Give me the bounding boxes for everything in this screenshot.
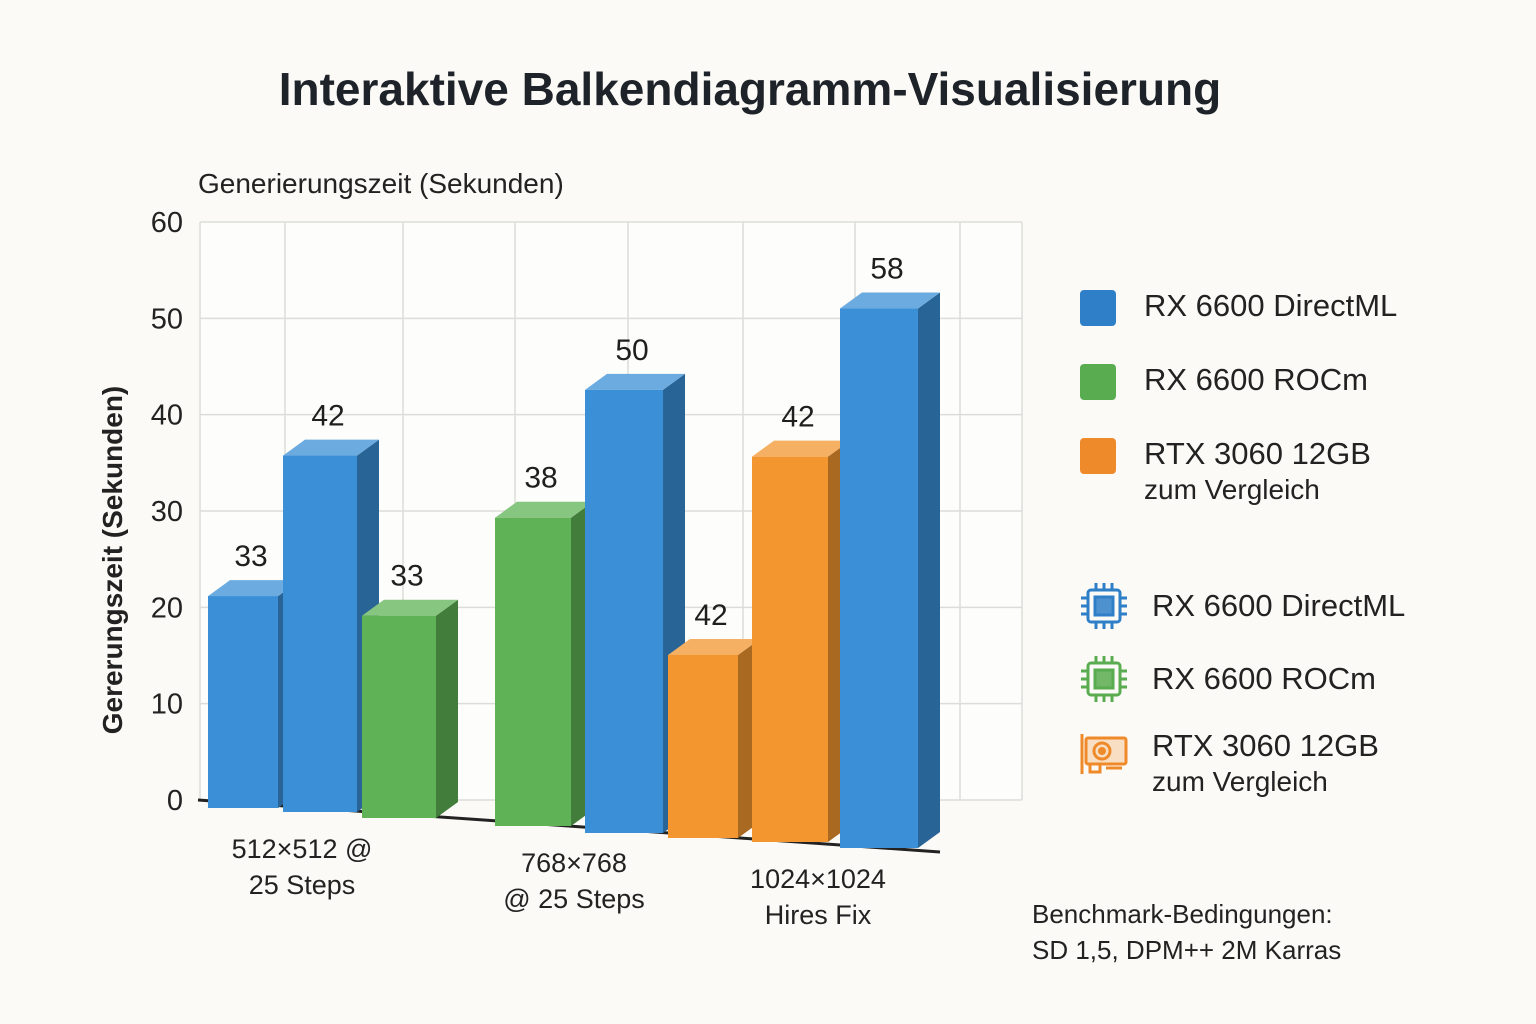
legend-label: RX 6600 ROCm (1144, 362, 1368, 397)
y-tick-label: 30 (151, 496, 183, 528)
bar (362, 599, 458, 818)
y-tick-label: 10 (151, 689, 183, 721)
x-category-label: 25 Steps (249, 870, 356, 900)
y-tick-label: 40 (151, 400, 183, 432)
bar-value-label: 33 (390, 560, 423, 593)
legend-label: RX 6600 DirectML (1144, 288, 1398, 323)
legend-item-directml: RX 6600 DirectML (1080, 288, 1397, 326)
bar-top-face (495, 501, 593, 518)
y-axis-title-top: Generierungszeit (Sekunden) (198, 168, 564, 199)
legend-item-rtx3060: RTX 3060 12GB zum Vergleich (1080, 436, 1371, 508)
bar-top-face (208, 580, 300, 597)
cpu-chip-icon (1081, 583, 1127, 629)
notes-line-1: Benchmark-Bedingungen: (1032, 899, 1333, 929)
bar (668, 638, 760, 838)
y-tick-label: 0 (167, 785, 183, 817)
bar (840, 292, 940, 848)
bar-front-face (495, 517, 571, 826)
icon-legend-item-directml: RX 6600 DirectML (1078, 580, 1405, 632)
bar-front-face (283, 455, 357, 812)
bar (495, 501, 593, 826)
y-tick-label: 20 (151, 592, 183, 624)
icon-legend-label-line2: zum Vergleich (1152, 766, 1328, 797)
bar-value-label: 42 (781, 401, 814, 434)
bar (752, 440, 850, 842)
x-category-label: 1024×1024 (750, 864, 886, 894)
graphics-card-icon (1080, 734, 1128, 774)
bar-side-face (918, 292, 940, 848)
notes-line-2: SD 1,5, DPM++ 2M Karras (1032, 935, 1342, 965)
x-category-label: 768×768 (521, 848, 627, 878)
bar-front-face (362, 615, 436, 818)
bar-top-face (362, 599, 458, 616)
bar-front-face (668, 654, 738, 838)
bar-value-label: 58 (870, 253, 903, 286)
x-category-label: Hires Fix (765, 900, 872, 930)
cpu-chip-icon (1081, 656, 1127, 702)
bar-front-face (208, 596, 278, 808)
icon-legend-item-rocm: RX 6600 ROCm (1078, 653, 1376, 705)
bar-value-label: 33 (234, 540, 267, 573)
icon-legend-label: RX 6600 DirectML (1152, 588, 1406, 623)
bar-value-label: 50 (615, 334, 648, 367)
y-tick-label: 50 (151, 303, 183, 335)
legend-swatch (1080, 438, 1116, 474)
legend-item-rocm: RX 6600 ROCm (1080, 362, 1368, 400)
bar-top-face (840, 292, 940, 309)
bar-value-label: 38 (524, 462, 557, 495)
bar-top-face (752, 440, 850, 457)
x-category-label: 512×512 @ (232, 834, 373, 864)
legend-swatch (1080, 290, 1116, 326)
bar-top-face (283, 439, 379, 456)
legend-label-line2: zum Vergleich (1144, 474, 1320, 505)
bar-front-face (752, 456, 828, 842)
legend-label: RTX 3060 12GB (1144, 436, 1371, 471)
icon-legend-item-rtx3060: RTX 3060 12GB zum Vergleich (1078, 728, 1379, 800)
bar-side-face (436, 599, 458, 818)
icon-legend-label: RTX 3060 12GB (1152, 728, 1379, 763)
bar-top-face (668, 638, 760, 655)
benchmark-notes: Benchmark-Bedingungen: SD 1,5, DPM++ 2M … (1032, 896, 1341, 968)
y-tick-label: 60 (151, 207, 183, 239)
bar-value-label: 42 (311, 400, 344, 433)
bar-front-face (585, 389, 663, 833)
x-category-label: @ 25 Steps (503, 884, 645, 914)
legend-swatch (1080, 364, 1116, 400)
icon-legend-label: RX 6600 ROCm (1152, 661, 1376, 696)
bar-front-face (840, 308, 918, 848)
chart-title: Interaktive Balkendiagramm-Visualisierun… (278, 63, 1222, 115)
bar-value-label: 42 (694, 599, 727, 632)
bar-top-face (585, 373, 685, 390)
